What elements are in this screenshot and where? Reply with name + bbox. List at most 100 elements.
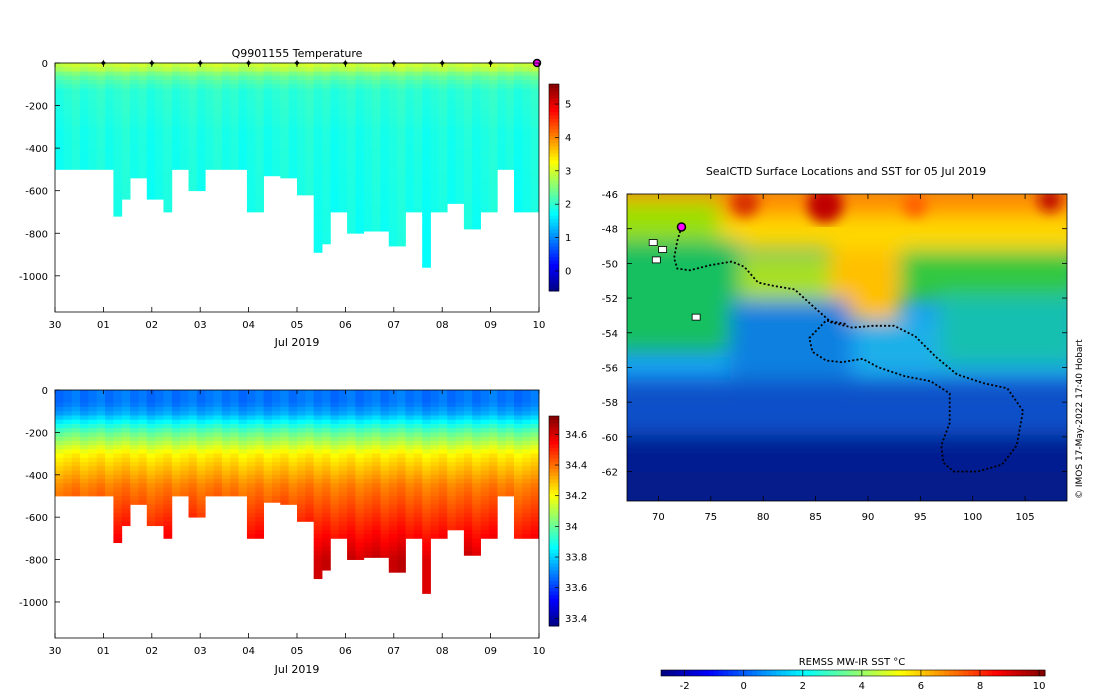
section-cell	[455, 199, 465, 204]
section-cell	[96, 97, 106, 102]
section-cell	[372, 177, 381, 183]
section-cell	[71, 109, 81, 115]
section-cell	[71, 67, 81, 72]
section-cell	[196, 67, 206, 72]
section-cell	[246, 534, 256, 539]
section-cell	[313, 122, 323, 128]
section-cell	[330, 203, 340, 209]
salinity-x-label: Jul 2019	[274, 663, 320, 676]
colorbar-segment	[809, 670, 816, 676]
section-cell	[397, 470, 406, 476]
section-cell	[347, 92, 356, 98]
section-cell	[221, 411, 231, 416]
section-cell	[155, 428, 164, 433]
section-cell	[530, 105, 539, 111]
section-cell	[96, 474, 106, 480]
section-cell	[472, 84, 481, 89]
section-cell	[196, 470, 206, 476]
section-cell	[205, 105, 214, 111]
section-cell	[455, 105, 465, 111]
section-cell	[155, 504, 164, 510]
section-cell	[238, 92, 248, 98]
section-cell	[438, 474, 448, 480]
section-cell	[188, 156, 198, 162]
section-cell	[405, 71, 415, 77]
colorbar-segment	[939, 670, 945, 676]
section-cell	[246, 152, 256, 158]
section-cell	[255, 165, 265, 170]
section-cell	[297, 457, 306, 463]
section-cell	[130, 71, 139, 77]
section-cell	[522, 411, 532, 416]
section-cell	[288, 440, 298, 446]
section-cell	[372, 445, 381, 450]
section-cell	[322, 398, 331, 404]
section-cell	[196, 457, 206, 463]
section-cell	[288, 402, 298, 408]
section-cell	[413, 474, 423, 480]
section-cell	[246, 500, 256, 505]
section-cell	[121, 148, 131, 153]
section-cell	[130, 423, 139, 429]
section-cell	[338, 63, 348, 68]
section-cell	[513, 390, 523, 395]
section-cell	[205, 152, 214, 158]
section-cell	[347, 538, 356, 544]
section-cell	[55, 491, 64, 497]
section-cell	[163, 173, 173, 179]
section-cell	[55, 406, 64, 412]
section-cell	[113, 152, 123, 158]
section-cell	[280, 398, 290, 404]
section-cell	[372, 118, 381, 123]
section-cell	[463, 440, 473, 446]
section-cell	[438, 186, 448, 192]
section-cell	[263, 406, 273, 412]
section-cell	[355, 139, 365, 145]
section-cell	[480, 525, 490, 531]
colorbar-segment	[549, 177, 559, 182]
section-cell	[388, 211, 398, 217]
section-cell	[305, 165, 315, 170]
section-cell	[196, 406, 206, 412]
section-cell	[305, 470, 315, 476]
section-cell	[246, 512, 256, 518]
section-cell	[205, 97, 214, 102]
section-cell	[447, 152, 456, 158]
section-cell	[513, 504, 523, 510]
section-cell	[422, 572, 431, 577]
section-cell	[188, 504, 198, 510]
section-cell	[322, 114, 331, 119]
section-cell	[488, 173, 498, 179]
section-cell	[422, 390, 431, 395]
section-cell	[380, 173, 390, 179]
section-cell	[196, 402, 206, 408]
section-cell	[338, 88, 348, 94]
section-cell	[88, 160, 98, 166]
section-cell	[297, 436, 306, 442]
section-cell	[413, 428, 423, 433]
section-cell	[188, 160, 198, 166]
section-cell	[430, 432, 440, 438]
section-cell	[213, 148, 223, 153]
colorbar-segment	[549, 273, 559, 278]
section-cell	[463, 118, 473, 123]
section-cell	[330, 504, 340, 510]
section-cell	[313, 182, 323, 187]
colorbar-segment	[968, 670, 974, 676]
section-cell	[146, 457, 156, 463]
section-cell	[363, 390, 373, 395]
section-cell	[363, 491, 373, 497]
colorbar-segment	[549, 493, 559, 497]
section-cell	[297, 491, 306, 497]
section-cell	[355, 169, 365, 175]
section-cell	[513, 109, 523, 115]
section-cell	[338, 71, 348, 77]
section-cell	[380, 508, 390, 514]
x-tick-label: 07	[387, 646, 400, 657]
colorbar-segment	[549, 458, 559, 462]
salinity-x-axis: 30 01 02 03 04 05 06 07 08 09 10	[49, 390, 545, 657]
section-cell	[263, 453, 273, 459]
section-cell	[413, 457, 423, 463]
section-cell	[188, 390, 198, 395]
section-cell	[388, 101, 398, 106]
